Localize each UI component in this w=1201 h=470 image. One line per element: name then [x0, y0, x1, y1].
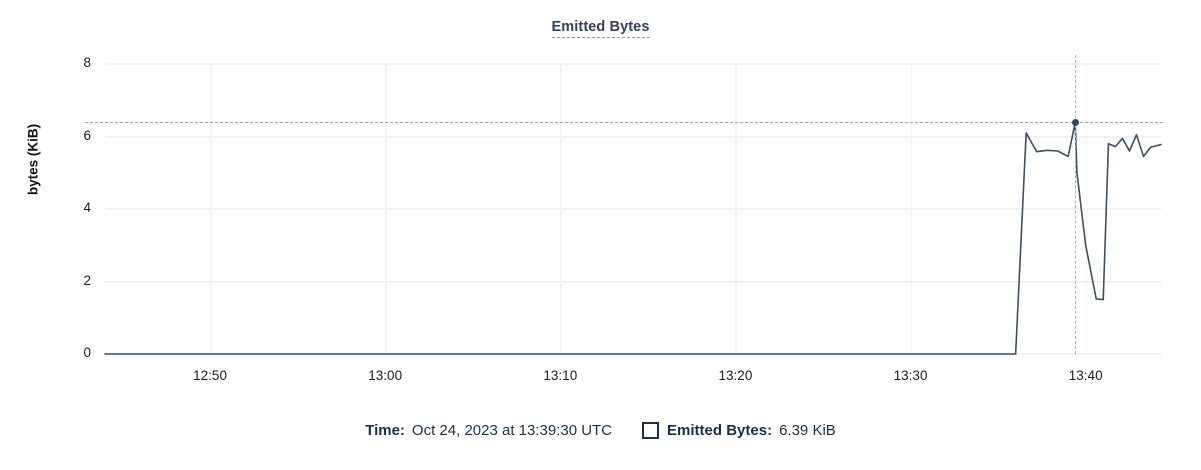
y-axis-tick-label: 4 — [83, 200, 91, 215]
footer-series-value: 6.39 KiB — [779, 422, 836, 439]
y-axis-tick-labels: 0 2 4 6 8 — [14, 0, 91, 470]
plot-area[interactable] — [85, 55, 1163, 355]
y-axis-tick-label: 6 — [83, 127, 91, 143]
gridline-vertical — [210, 64, 212, 354]
gridline-vertical — [1085, 64, 1088, 354]
crosshair-horizontal-line — [85, 122, 1163, 124]
footer-series[interactable]: Emitted Bytes: 6.39 KiB — [642, 422, 836, 439]
footer-time: Time: Oct 24, 2023 at 13:39:30 UTC — [365, 422, 612, 439]
legend-checkbox-icon[interactable] — [642, 422, 660, 439]
chart-title-text: Emitted Bytes — [551, 19, 650, 38]
footer-series-label: Emitted Bytes: — [667, 422, 773, 439]
x-axis-tick-label: 12:50 — [193, 368, 227, 383]
footer-time-label: Time: — [365, 422, 405, 439]
gridline-horizontal — [105, 135, 1161, 138]
hover-point-marker — [1071, 118, 1079, 126]
gridline-vertical — [385, 64, 387, 354]
gridline-vertical — [560, 64, 562, 354]
x-axis-tick-label: 13:10 — [543, 368, 578, 383]
gridline-vertical — [735, 64, 737, 354]
gridline-horizontal — [105, 63, 1161, 65]
gridline-vertical — [910, 64, 913, 354]
x-axis-tick-label: 13:30 — [893, 368, 928, 383]
y-axis-tick-label: 0 — [83, 345, 91, 360]
footer-time-value: Oct 24, 2023 at 13:39:30 UTC — [411, 422, 613, 439]
crosshair-vertical-line — [1075, 55, 1077, 354]
gridline-horizontal — [105, 208, 1161, 210]
x-axis-tick-label: 13:20 — [718, 368, 753, 383]
gridline-horizontal — [105, 280, 1161, 283]
y-axis-tick-label: 8 — [83, 55, 91, 70]
chart-footer-legend: Time: Oct 24, 2023 at 13:39:30 UTC Emitt… — [0, 422, 1201, 439]
chart-title: Emitted Bytes — [0, 18, 1201, 38]
series-emitted-bytes — [104, 121, 1162, 355]
x-axis-tick-label: 13:00 — [368, 368, 403, 383]
x-axis-tick-label: 13:40 — [1068, 368, 1103, 383]
y-axis-tick-label: 2 — [83, 272, 91, 288]
